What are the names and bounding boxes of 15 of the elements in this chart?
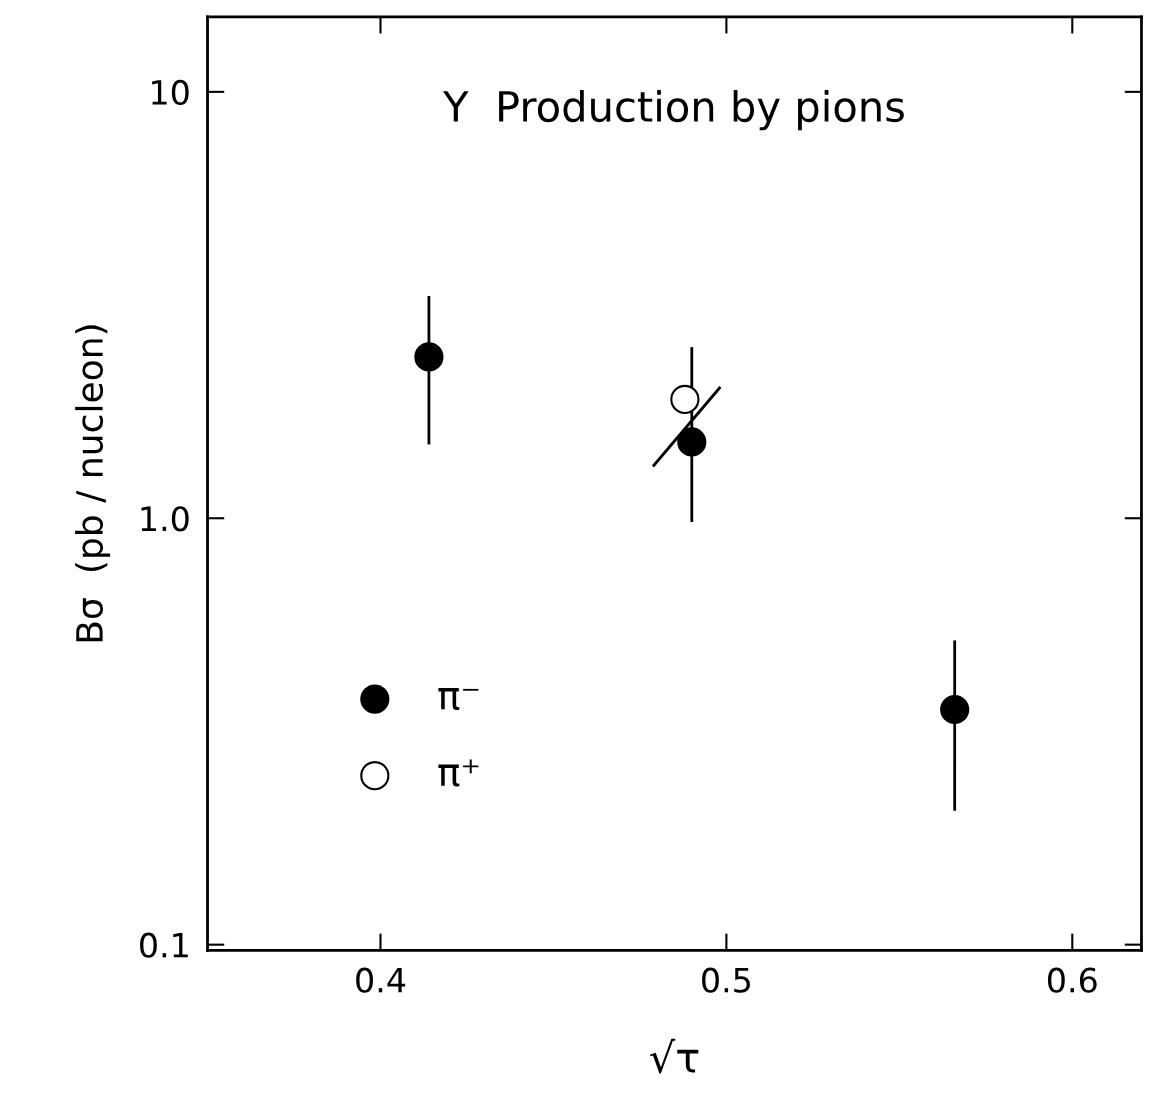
- y-axis-title: Bσ (pb / nucleon): [75, 325, 111, 642]
- point: [414, 342, 444, 372]
- x-tick-label: 0.5: [702, 967, 750, 993]
- point: [677, 427, 707, 457]
- x-axis-title: √τ: [649, 1038, 699, 1074]
- legend-label: π⁻: [438, 688, 479, 711]
- y-tick-label: 10: [152, 79, 189, 105]
- point: [670, 384, 700, 414]
- point: [940, 694, 970, 725]
- y-tick-label: 1.0: [141, 506, 189, 532]
- annotation: Υ Production by pions: [443, 89, 904, 131]
- x-tick-label: 0.6: [1047, 967, 1097, 993]
- y-tick-label: 0.1: [140, 932, 188, 958]
- legend-label: π⁺: [438, 759, 479, 787]
- x-tick-label: 0.4: [356, 967, 406, 993]
